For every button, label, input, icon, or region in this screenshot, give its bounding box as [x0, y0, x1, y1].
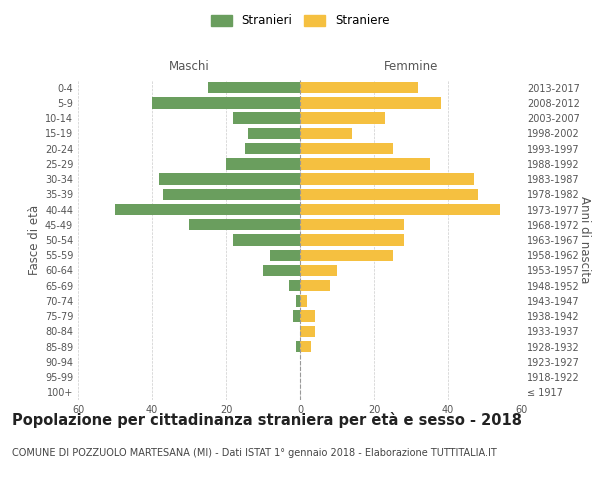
Bar — [296, 341, 300, 352]
Bar — [300, 204, 500, 215]
Bar — [300, 295, 307, 306]
Bar — [300, 188, 478, 200]
Bar — [300, 310, 315, 322]
Bar — [233, 112, 300, 124]
Bar — [226, 158, 300, 170]
Bar — [208, 82, 300, 94]
Text: Maschi: Maschi — [169, 60, 209, 72]
Bar — [296, 295, 300, 306]
Bar — [300, 326, 315, 337]
Bar — [163, 188, 300, 200]
Bar — [300, 112, 385, 124]
Bar — [300, 82, 418, 94]
Text: Popolazione per cittadinanza straniera per età e sesso - 2018: Popolazione per cittadinanza straniera p… — [12, 412, 522, 428]
Bar — [300, 158, 430, 170]
Text: Femmine: Femmine — [384, 60, 438, 72]
Bar — [263, 265, 300, 276]
Y-axis label: Fasce di età: Fasce di età — [28, 205, 41, 275]
Bar — [160, 174, 300, 185]
Bar — [300, 128, 352, 139]
Legend: Stranieri, Straniere: Stranieri, Straniere — [207, 11, 393, 31]
Bar — [289, 280, 300, 291]
Bar — [248, 128, 300, 139]
Bar — [300, 234, 404, 246]
Bar — [152, 97, 300, 108]
Bar — [189, 219, 300, 230]
Text: COMUNE DI POZZUOLO MARTESANA (MI) - Dati ISTAT 1° gennaio 2018 - Elaborazione TU: COMUNE DI POZZUOLO MARTESANA (MI) - Dati… — [12, 448, 497, 458]
Bar — [245, 143, 300, 154]
Bar — [300, 250, 392, 261]
Bar — [300, 265, 337, 276]
Bar — [300, 341, 311, 352]
Bar — [300, 280, 329, 291]
Y-axis label: Anni di nascita: Anni di nascita — [578, 196, 591, 284]
Bar — [115, 204, 300, 215]
Bar — [300, 143, 392, 154]
Bar — [300, 97, 440, 108]
Bar — [233, 234, 300, 246]
Bar — [293, 310, 300, 322]
Bar — [300, 219, 404, 230]
Bar — [271, 250, 300, 261]
Bar — [300, 174, 474, 185]
